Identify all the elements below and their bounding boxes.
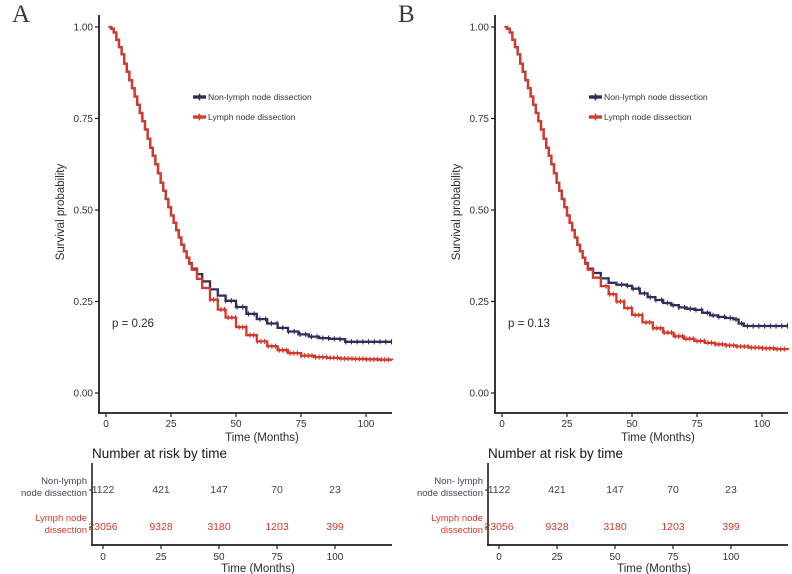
risk-row-label-line: dissection	[45, 525, 87, 536]
risk-count: 23056	[484, 521, 513, 533]
risk-x-tick-label: 25	[551, 552, 563, 563]
x-tick-label: 25	[165, 419, 177, 430]
y-tick-label: 0.50	[74, 206, 94, 217]
risk-count: 1122	[488, 484, 511, 496]
survival-curve-non_lnd	[108, 25, 392, 343]
risk-count: 147	[606, 484, 624, 496]
y-tick-label: 0.75	[74, 114, 94, 125]
risk-row-label-line: dissection	[441, 525, 483, 536]
risk-count: 147	[210, 484, 228, 496]
risk-x-tick-label: 50	[609, 552, 621, 563]
legend-label: Lymph node dissection	[208, 112, 296, 122]
risk-count: 70	[271, 484, 283, 496]
risk-count: 1203	[661, 521, 685, 533]
x-tick-label: 50	[230, 419, 242, 430]
risk-count: 70	[667, 484, 679, 496]
risk-x-axis-title: Time (Months)	[221, 563, 295, 574]
risk-count: 9328	[545, 521, 569, 533]
legend-label: Non-lymph node dissection	[604, 92, 708, 102]
x-tick-label: 0	[499, 419, 505, 430]
km-plot-panel-a: 0.00 0.25 0.50 0.75 1.00 0 25 50 75 100 Time (Mont…	[21, 15, 394, 574]
x-tick-label: 100	[358, 419, 375, 430]
risk-count: 3180	[207, 521, 231, 533]
risk-count: 1203	[265, 521, 289, 533]
survival-curve-non_lnd	[504, 25, 788, 328]
risk-count: 421	[548, 484, 566, 496]
km-plot-panel-b: 0.00 0.25 0.50 0.75 1.00 0 25 50 75 100 Time (Mont…	[417, 15, 790, 574]
risk-row-label-line: node dissection	[21, 488, 87, 499]
x-tick-label: 100	[754, 419, 771, 430]
panel-b-letter: B	[398, 1, 415, 28]
risk-x-tick-label: 50	[213, 552, 225, 563]
risk-row-label-line: Non- lymph	[434, 476, 483, 487]
risk-count: 23056	[88, 521, 117, 533]
x-axis-title: Time (Months)	[621, 432, 695, 444]
x-tick-label: 50	[626, 419, 638, 430]
risk-x-axis-title: Time (Months)	[617, 563, 691, 574]
risk-count: 9328	[149, 521, 173, 533]
risk-x-tick-label: 0	[100, 552, 106, 563]
x-tick-label: 25	[561, 419, 573, 430]
p-value-label: p = 0.13	[508, 318, 550, 330]
y-axis-title: Survival probability	[451, 163, 463, 260]
y-tick-label: 0.00	[470, 389, 490, 400]
panel-a-letter: A	[12, 1, 31, 28]
risk-count: 1122	[92, 484, 115, 496]
x-tick-label: 0	[103, 419, 109, 430]
risk-x-tick-label: 100	[327, 552, 344, 563]
survival-curve-lnd	[504, 25, 790, 351]
y-tick-label: 0.75	[470, 114, 490, 125]
y-tick-label: 1.00	[74, 23, 94, 34]
risk-row-label-line: Lymph node	[35, 513, 87, 524]
risk-x-tick-label: 25	[155, 552, 167, 563]
legend-label: Lymph node dissection	[604, 112, 692, 122]
y-tick-label: 0.25	[470, 297, 490, 308]
risk-count: 23	[329, 484, 341, 496]
y-tick-label: 1.00	[470, 23, 490, 34]
risk-x-tick-label: 75	[667, 552, 679, 563]
risk-row-label-line: Lymph node	[431, 513, 483, 524]
x-tick-label: 75	[295, 419, 307, 430]
risk-row-label-line: node dissection	[417, 488, 483, 499]
risk-count: 421	[152, 484, 170, 496]
y-tick-label: 0.50	[470, 206, 490, 217]
risk-count: 3180	[603, 521, 627, 533]
legend-label: Non-lymph node dissection	[208, 92, 312, 102]
y-axis-title: Survival probability	[55, 163, 67, 260]
risk-row-label-line: Non-lymph	[41, 476, 87, 487]
survival-curve-lnd	[108, 25, 394, 361]
risk-x-tick-label: 75	[271, 552, 283, 563]
risk-x-tick-label: 0	[496, 552, 502, 563]
y-tick-label: 0.25	[74, 297, 94, 308]
risk-count: 23	[725, 484, 737, 496]
x-axis-title: Time (Months)	[225, 432, 299, 444]
p-value-label: p = 0.26	[112, 318, 154, 330]
x-tick-label: 75	[691, 419, 703, 430]
y-tick-label: 0.00	[74, 389, 94, 400]
risk-x-tick-label: 100	[723, 552, 740, 563]
risk-count: 399	[326, 521, 344, 533]
risk-table-title: Number at risk by time	[488, 446, 623, 461]
risk-count: 399	[722, 521, 740, 533]
risk-table-title: Number at risk by time	[92, 446, 227, 461]
